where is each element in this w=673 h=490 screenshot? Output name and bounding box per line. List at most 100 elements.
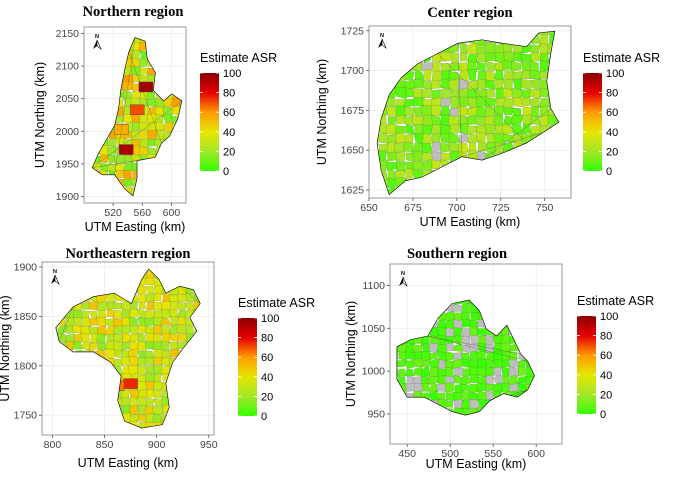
district	[502, 115, 515, 127]
district	[453, 367, 464, 378]
district	[445, 328, 455, 338]
district	[128, 356, 139, 367]
district	[556, 114, 559, 126]
district	[470, 311, 480, 321]
y-axis-label: UTM Northing (km)	[315, 59, 329, 165]
district	[81, 317, 92, 327]
district	[161, 350, 170, 358]
north-label: N	[401, 271, 405, 277]
district	[461, 302, 471, 314]
plot-frame	[368, 25, 572, 199]
district	[467, 60, 478, 73]
legend-colorbar	[583, 73, 602, 171]
district	[404, 359, 415, 370]
district	[502, 123, 513, 136]
district	[511, 114, 524, 125]
district	[120, 324, 131, 336]
district	[484, 60, 497, 71]
district	[403, 142, 414, 153]
district	[137, 351, 146, 359]
panel-center-region: 650 675 700 725 750 1625 1650 1675 1700 1725 Cente…	[315, 5, 660, 229]
district	[121, 341, 130, 351]
district	[146, 300, 154, 311]
district	[146, 398, 156, 408]
district-boundary	[59, 306, 74, 342]
district	[403, 98, 416, 108]
y-tick-label: 1900	[14, 261, 38, 273]
district	[404, 124, 415, 135]
north-arrow-left	[93, 40, 97, 49]
district	[412, 358, 423, 368]
district	[396, 350, 399, 360]
x-tick-label: 650	[360, 202, 378, 214]
district-boundary	[427, 335, 528, 362]
legend-tick-label: 20	[606, 146, 618, 158]
district	[520, 70, 532, 80]
legend-tick-label: 0	[600, 409, 606, 421]
x-tick-label: 850	[96, 439, 114, 451]
district	[139, 57, 148, 68]
legend-tick-label: 100	[261, 313, 279, 325]
legend-tick-label: 0	[261, 411, 267, 423]
district	[484, 51, 496, 62]
district	[145, 277, 156, 285]
district	[453, 327, 463, 338]
x-tick-label: 800	[44, 439, 62, 451]
district	[501, 334, 511, 346]
district	[495, 87, 504, 100]
district	[529, 97, 540, 108]
north-arrow-icon: N	[378, 33, 387, 49]
district	[422, 142, 433, 154]
y-tick-label: 1050	[362, 323, 386, 335]
district	[144, 356, 155, 366]
district	[439, 97, 452, 107]
y-tick-label: 1850	[14, 311, 38, 323]
legend-tick-label: 80	[223, 88, 235, 100]
district	[452, 358, 463, 369]
district	[114, 349, 123, 358]
x-axis-label: UTM Easting (km)	[426, 457, 527, 471]
district	[388, 116, 397, 125]
y-tick-label: 1000	[362, 366, 386, 378]
north-arrow-right	[96, 39, 102, 50]
district	[530, 45, 541, 54]
panel-title: Northern region	[83, 4, 184, 20]
legend-colorbar	[238, 318, 257, 416]
legend-tick-label: 100	[600, 311, 618, 323]
panel-northeastern-region: 800 850 900 9501750180018501900Northeastern…	[0, 246, 315, 470]
district	[539, 60, 549, 73]
y-axis-label: UTM Northing (km)	[0, 295, 12, 401]
district	[88, 342, 98, 351]
legend-tick-label: 80	[261, 333, 273, 345]
legend-tick-label: 60	[600, 350, 612, 362]
north-label: N	[53, 269, 57, 275]
district	[513, 97, 523, 108]
district	[152, 373, 162, 383]
district	[502, 359, 511, 368]
district	[457, 96, 470, 108]
district	[96, 333, 106, 344]
legend: Estimate ASR 0 20 40 60 80 100	[238, 296, 315, 423]
district	[99, 162, 109, 172]
panel-title: Northeastern region	[66, 246, 191, 262]
region-outline	[55, 268, 201, 429]
district	[72, 310, 84, 319]
district	[396, 367, 399, 378]
y-tick-label: 950	[367, 409, 385, 421]
district	[458, 115, 468, 125]
district	[162, 105, 173, 117]
district	[113, 358, 124, 367]
district	[168, 333, 180, 342]
district	[477, 61, 486, 71]
district	[394, 125, 406, 135]
district	[404, 168, 414, 179]
district-boundary	[482, 108, 551, 161]
district	[421, 88, 432, 98]
district	[444, 382, 455, 394]
district	[484, 79, 495, 91]
district	[115, 164, 125, 172]
district	[445, 335, 456, 344]
x-tick-label: 700	[448, 202, 466, 214]
district	[130, 50, 141, 60]
